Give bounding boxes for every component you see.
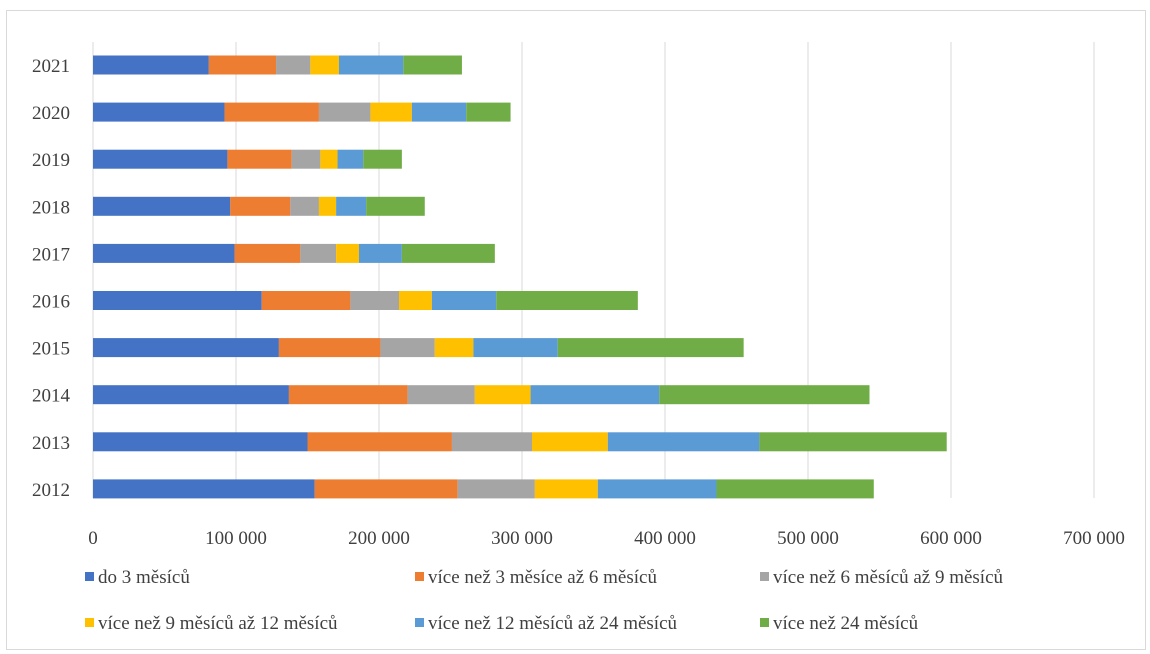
x-tick-label: 600 000 — [920, 528, 982, 549]
legend-label: do 3 měsíců — [98, 567, 190, 588]
bar-segment — [532, 432, 608, 452]
bar-segment — [358, 243, 402, 263]
bar-segment — [314, 479, 458, 499]
x-tick-label: 700 000 — [1063, 528, 1125, 549]
bar-segment — [93, 102, 225, 122]
bar-segment — [411, 102, 467, 122]
legend-swatch — [760, 572, 769, 581]
bar-segment — [93, 338, 279, 358]
y-tick-label: 2017 — [32, 244, 70, 265]
bar-segment — [93, 196, 231, 216]
bar-segment — [336, 243, 359, 263]
bar-segment — [474, 385, 531, 405]
y-tick-label: 2016 — [32, 292, 70, 313]
y-tick-label: 2014 — [32, 386, 71, 407]
bar-segment — [557, 338, 744, 358]
bar-segment — [224, 102, 319, 122]
bar-segment — [534, 479, 598, 499]
bar-segment — [401, 243, 495, 263]
x-tick-label: 300 000 — [491, 528, 553, 549]
legend-label: více než 9 měsíců až 12 měsíců — [98, 613, 338, 634]
x-tick-label: 400 000 — [634, 528, 696, 549]
bar-segment — [320, 149, 338, 169]
legend-swatch — [415, 572, 424, 581]
bar-segment — [318, 102, 371, 122]
legend-label: více než 12 měsíců až 24 měsíců — [428, 613, 678, 634]
bar-segment — [466, 102, 511, 122]
bar-segment — [290, 196, 319, 216]
bar-segment — [337, 149, 364, 169]
legend-label: více než 3 měsíce až 6 měsíců — [428, 567, 657, 588]
bar-segment — [370, 102, 412, 122]
bar-segment — [310, 55, 339, 75]
bar-segment — [399, 291, 432, 310]
bar-segment — [318, 196, 337, 216]
legend-swatch — [415, 618, 424, 627]
bar-segment — [227, 149, 292, 169]
bar-segment — [431, 291, 497, 310]
bar-segment — [234, 243, 301, 263]
bar-segment — [366, 196, 425, 216]
bar-segment — [208, 55, 277, 75]
bar-segment — [307, 432, 452, 452]
bar-segment — [93, 385, 289, 405]
bar-segment — [716, 479, 874, 499]
bar-segment — [261, 291, 351, 310]
y-tick-label: 2013 — [32, 433, 70, 454]
bar-segment — [288, 385, 408, 405]
y-tick-label: 2019 — [32, 150, 70, 171]
y-tick-label: 2021 — [32, 56, 70, 77]
bar-segment — [451, 432, 533, 452]
y-tick-label: 2015 — [32, 339, 70, 360]
bar-segment — [473, 338, 558, 358]
bar-segment — [457, 479, 535, 499]
bar-segment — [230, 196, 291, 216]
bar-segment — [93, 291, 262, 310]
bar-segment — [407, 385, 475, 405]
y-tick-label: 2018 — [32, 197, 70, 218]
bar-segment — [93, 479, 315, 499]
bar-segment — [659, 385, 870, 405]
legend-swatch — [760, 618, 769, 627]
bar-segment — [380, 338, 435, 358]
x-tick-label: 200 000 — [348, 528, 410, 549]
bar-segment — [403, 55, 462, 75]
x-tick-label: 100 000 — [205, 528, 267, 549]
y-tick-label: 2020 — [32, 103, 70, 124]
legend-label: více než 6 měsíců až 9 měsíců — [773, 567, 1004, 588]
bar-segment — [496, 291, 638, 310]
bar-segment — [93, 243, 235, 263]
x-tick-label: 500 000 — [777, 528, 839, 549]
bar-segment — [276, 55, 311, 75]
bar-segment — [434, 338, 474, 358]
bar-segment — [350, 291, 400, 310]
bar-segment — [93, 55, 209, 75]
x-tick-label: 0 — [88, 528, 98, 549]
legend-swatch — [85, 572, 94, 581]
bar-segment — [93, 432, 308, 452]
bar-segment — [93, 149, 228, 169]
legend-label: více než 24 měsíců — [773, 613, 919, 634]
bar-segment — [278, 338, 381, 358]
bar-segment — [530, 385, 660, 405]
y-tick-label: 2012 — [32, 480, 70, 501]
legend-swatch — [85, 618, 94, 627]
bar-segment — [363, 149, 402, 169]
bar-segment — [607, 432, 760, 452]
bar-segment — [300, 243, 337, 263]
bar-segment — [759, 432, 947, 452]
bar-segment — [338, 55, 404, 75]
bar-segment — [291, 149, 321, 169]
bar-segment — [597, 479, 717, 499]
bar-segment — [336, 196, 367, 216]
